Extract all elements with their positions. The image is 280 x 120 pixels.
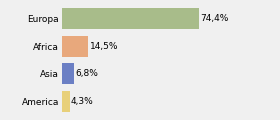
Text: 6,8%: 6,8% <box>76 69 99 78</box>
Text: 14,5%: 14,5% <box>90 42 118 51</box>
Bar <box>62 91 69 112</box>
Text: 74,4%: 74,4% <box>200 14 229 23</box>
Bar <box>62 36 88 57</box>
Bar <box>62 8 199 29</box>
Bar <box>62 63 74 84</box>
Text: 4,3%: 4,3% <box>71 97 94 106</box>
